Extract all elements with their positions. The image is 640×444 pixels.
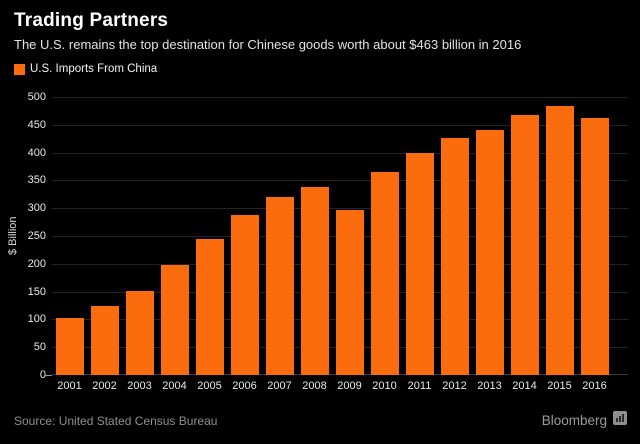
bar-slot-2006: [227, 97, 262, 375]
x-tick-label-2001: 2001: [57, 380, 82, 392]
bar-2004: [160, 265, 189, 375]
bar-series: [52, 97, 612, 375]
x-tick-label-2002: 2002: [92, 380, 117, 392]
gridline-350: [52, 180, 628, 182]
y-tick-label-300: 300: [27, 202, 46, 215]
bar-2009: [335, 210, 364, 375]
bar-slot-2008: [297, 97, 332, 375]
y-tick-label-450: 450: [27, 118, 46, 131]
bar-2012: [440, 138, 469, 375]
x-axis: 2001 2002 2003 2004 2005 2006 2007 2008 2009 2010…: [52, 380, 612, 392]
x-tick-label-2006: 2006: [232, 380, 257, 392]
x-tick-label-2015: 2015: [547, 380, 572, 392]
legend-swatch-icon: [14, 63, 25, 75]
bar-slot-2009: [332, 97, 367, 375]
y-tick-label-500: 500: [27, 91, 46, 103]
x-tick-label-2013: 2013: [477, 380, 502, 392]
gridline-450: [52, 124, 628, 126]
legend-label: U.S. Imports From China: [30, 63, 158, 75]
x-tick-label-2003: 2003: [127, 380, 152, 392]
bar-slot-2010: [367, 97, 402, 375]
zero-tick: [45, 375, 52, 376]
bar-2015: [545, 106, 574, 375]
y-tick-label-150: 150: [27, 285, 46, 298]
bar-2016: [580, 117, 609, 375]
y-tick-label-250: 250: [27, 230, 46, 242]
x-tick-label-2012: 2012: [442, 380, 467, 392]
brand-name: Bloomberg: [541, 413, 607, 428]
bar-slot-2007: [262, 97, 297, 375]
gridline-500: [52, 97, 628, 98]
bar-slot-2011: [402, 97, 437, 375]
chart-subtitle: The U.S. remains the top destination for…: [14, 37, 522, 52]
bar-slot-2014: [507, 97, 542, 375]
bar-slot-2013: [472, 97, 507, 375]
x-tick-label-2007: 2007: [267, 380, 292, 392]
bar-2008: [300, 187, 329, 375]
x-tick-label-2004: 2004: [162, 380, 187, 392]
x-tick-label-2009: 2009: [337, 380, 362, 392]
bar-2011: [405, 153, 434, 375]
bar-slot-2001: [52, 97, 87, 375]
bloomberg-logo-icon: [613, 411, 627, 430]
legend: U.S. Imports From China: [14, 63, 157, 75]
bar-2010: [370, 172, 399, 375]
bar-slot-2003: [122, 97, 157, 375]
bar-2001: [55, 318, 84, 375]
x-tick-label-2010: 2010: [372, 380, 397, 392]
y-tick-label-50: 50: [33, 341, 46, 354]
bar-2003: [125, 290, 154, 375]
bar-slot-2004: [157, 97, 192, 375]
bar-2002: [90, 305, 119, 375]
x-tick-label-2016: 2016: [582, 380, 607, 392]
bar-2006: [230, 214, 259, 375]
y-tick-label-100: 100: [27, 313, 46, 326]
bar-2007: [265, 196, 294, 375]
y-tick-label-200: 200: [27, 257, 46, 270]
y-tick-label-400: 400: [27, 146, 46, 159]
x-tick-label-2014: 2014: [512, 380, 537, 392]
chart-title: Trading Partners: [14, 10, 169, 31]
x-tick-label-2008: 2008: [302, 380, 327, 392]
source-note: Source: United Stated Census Bureau: [14, 414, 218, 428]
gridline-300: [52, 208, 628, 210]
gridline-400: [52, 152, 628, 154]
y-axis: 0 50 100 150 200 250 300 350 400 450 500: [0, 91, 46, 381]
bar-slot-2016: [577, 97, 612, 375]
bar-slot-2015: [542, 97, 577, 375]
y-tick-label-350: 350: [27, 174, 46, 187]
y-tick-label-0: 0: [39, 369, 46, 381]
x-tick-label-2011: 2011: [407, 380, 432, 392]
bar-slot-2002: [87, 97, 122, 375]
bar-slot-2012: [437, 97, 472, 375]
bar-2013: [475, 130, 504, 375]
brand: Bloomberg: [542, 411, 627, 430]
bar-2005: [195, 239, 224, 375]
x-tick-label-2005: 2005: [197, 380, 222, 392]
bar-2014: [510, 114, 539, 375]
bar-slot-2005: [192, 97, 227, 375]
